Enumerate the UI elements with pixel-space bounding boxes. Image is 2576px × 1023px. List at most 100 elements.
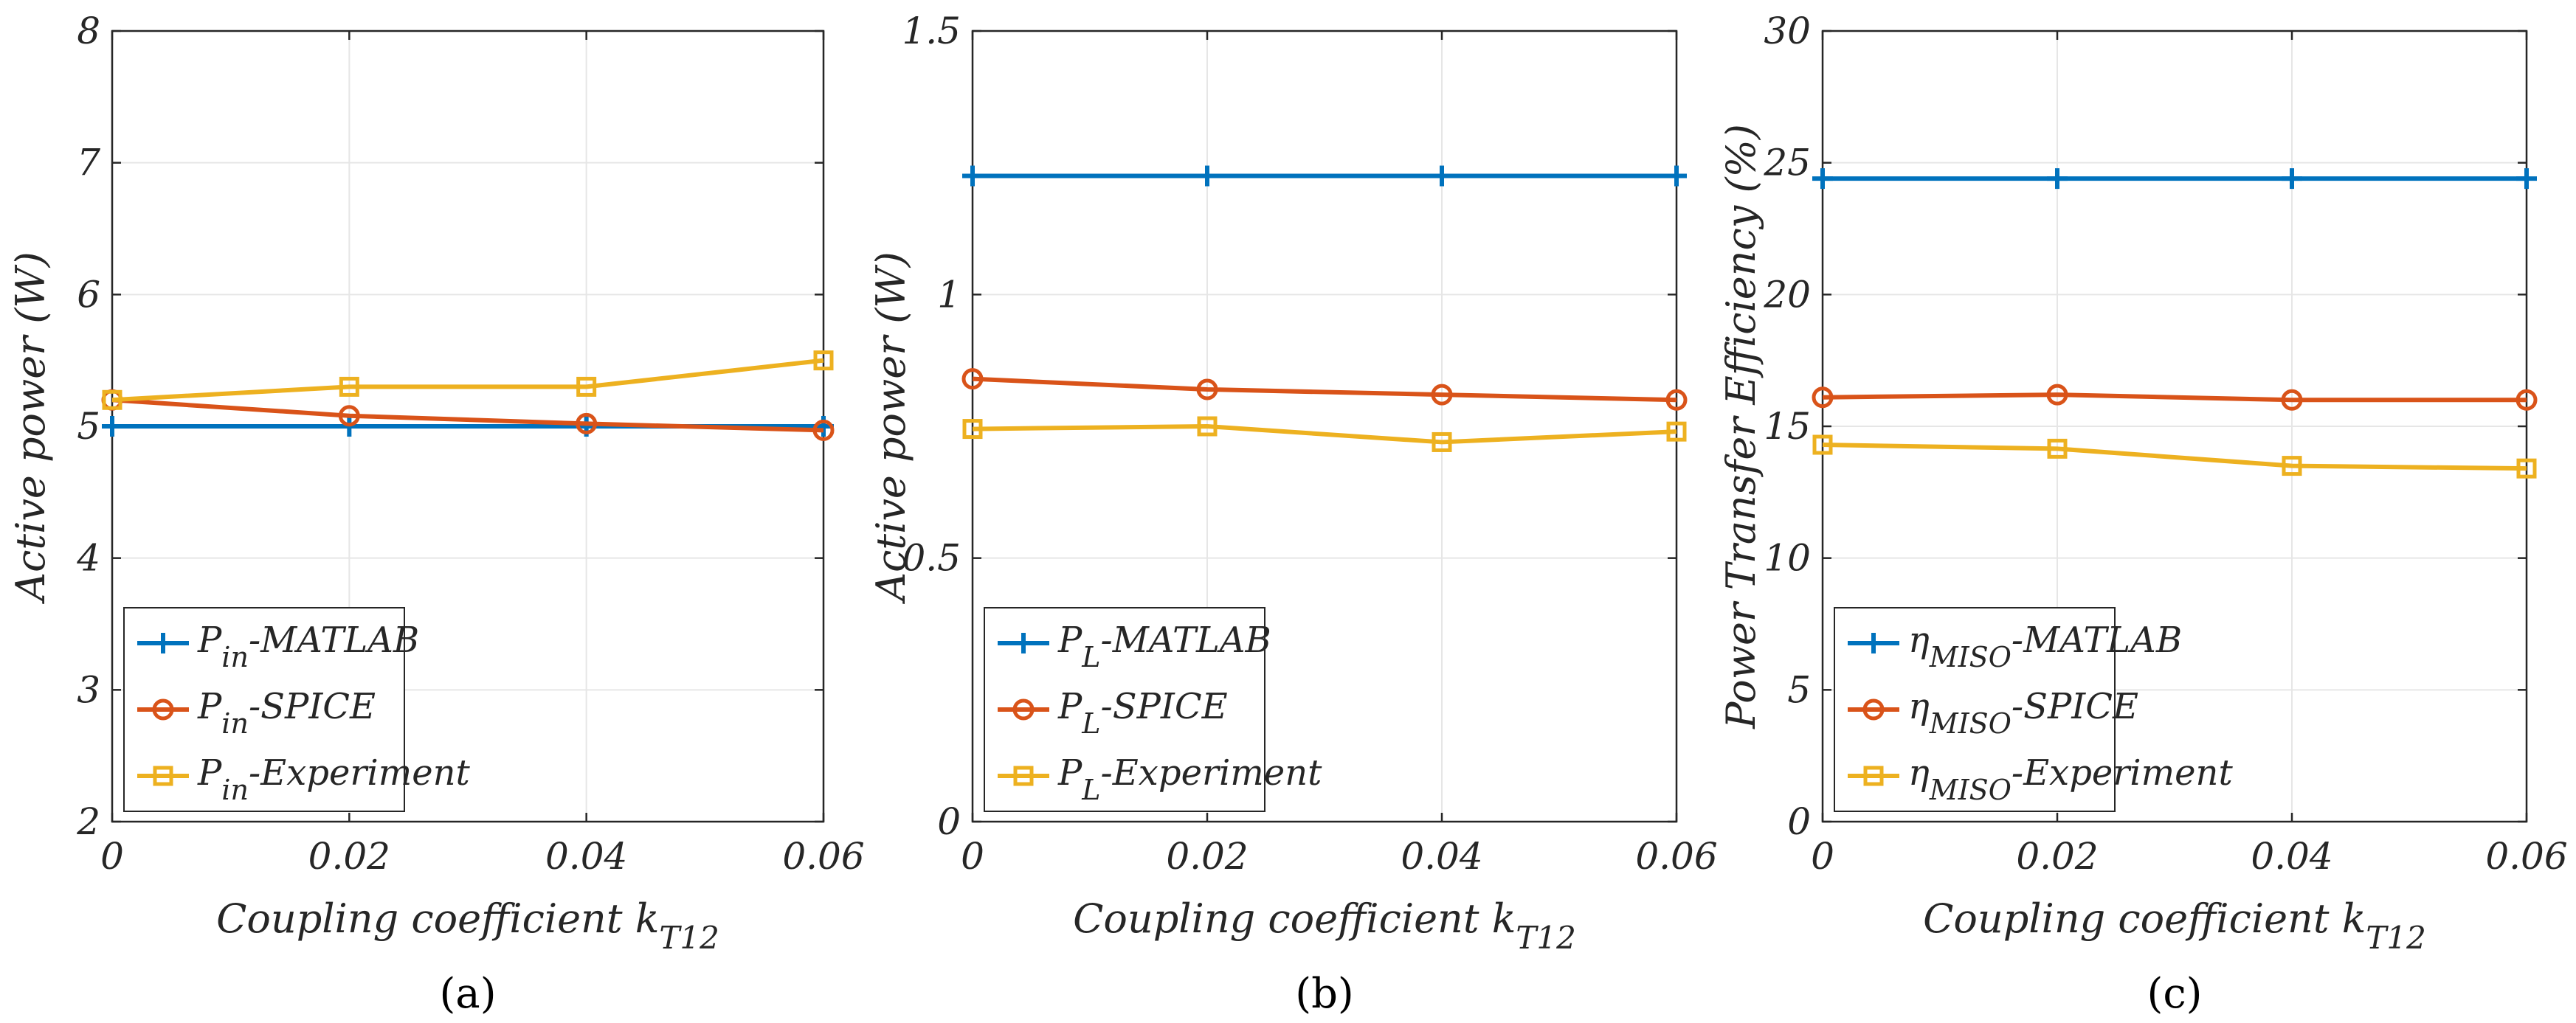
x-axis-label: Coupling coefficient kT12 xyxy=(1923,895,2426,956)
legend-entry-spice: Pin-SPICE xyxy=(197,686,376,740)
y-tick-label: 7 xyxy=(77,142,100,184)
legend-entry-spice: ηMISO-SPICE xyxy=(1908,686,2138,740)
data-point-spice xyxy=(2515,389,2538,411)
y-axis-label: Active power (W) xyxy=(868,252,914,605)
series-line-spice xyxy=(111,398,824,433)
x-tick-label: 0.04 xyxy=(1401,835,1482,878)
data-point-spice xyxy=(1196,378,1218,400)
panel-label: (b) xyxy=(1295,970,1354,1018)
data-point-experiment xyxy=(962,419,983,440)
legend-entry-sub: L xyxy=(1081,707,1100,740)
data-point-experiment xyxy=(2047,438,2068,459)
axes-box xyxy=(971,30,1678,823)
legend-entry-main: η xyxy=(1908,620,1930,661)
data-point-experiment xyxy=(339,376,359,397)
legend-entry-experiment: PL-Experiment xyxy=(1057,752,1322,806)
legend-marker-experiment xyxy=(1013,766,1034,786)
legend-entry-main: P xyxy=(197,752,222,794)
data-point-spice xyxy=(812,419,835,441)
legend-entry-suffix: -SPICE xyxy=(249,686,376,727)
legend-entry-suffix: -MATLAB xyxy=(1101,620,1271,661)
x-axis-label-main: Coupling coefficient k xyxy=(1923,895,2366,942)
x-axis-label-main: Coupling coefficient k xyxy=(1073,895,1516,942)
legend-entry-suffix: -SPICE xyxy=(2012,686,2138,727)
legend-entry-matlab: Pin-MATLAB xyxy=(197,620,419,673)
legend-entry-sub: L xyxy=(1081,774,1100,806)
y-tick-label: 8 xyxy=(77,10,100,52)
x-axis-label-sub: T12 xyxy=(659,920,719,956)
legend-entry-suffix: -MATLAB xyxy=(249,620,419,661)
legend-entry-suffix: -Experiment xyxy=(2012,752,2234,794)
legend-entry-sub: MISO xyxy=(1929,641,2012,673)
data-point-experiment xyxy=(576,376,597,397)
legend-marker-spice xyxy=(152,698,174,721)
panel-label: (a) xyxy=(439,970,496,1018)
x-tick-label: 0.02 xyxy=(308,835,390,878)
legend-entry-matlab: ηMISO-MATLAB xyxy=(1908,620,2182,673)
x-tick-label: 0 xyxy=(961,835,984,878)
x-tick-label: 0.06 xyxy=(782,835,864,878)
y-tick-label: 25 xyxy=(1763,142,1811,184)
y-tick-label: 5 xyxy=(1787,668,1811,711)
legend-marker-spice xyxy=(1862,698,1885,721)
y-tick-label: 4 xyxy=(76,537,100,580)
legend-entry-sub: MISO xyxy=(1929,774,2012,806)
x-tick-label: 0 xyxy=(1811,835,1834,878)
chart-panel-2: 00.511.50 0.02 0.04 0.06PL-MATLABPL-SPICEPL… xyxy=(868,10,1718,1018)
y-tick-label: 0 xyxy=(1787,800,1811,843)
y-tick-label: 3 xyxy=(77,668,100,711)
y-tick-label: 0.5 xyxy=(902,537,961,580)
legend-entry-sub: in xyxy=(221,707,249,740)
y-tick-label: 0 xyxy=(937,800,961,843)
y-tick-label: 10 xyxy=(1764,537,1811,580)
data-point-experiment xyxy=(2516,458,2537,479)
legend-marker-spice xyxy=(1012,698,1035,721)
series-line-spice xyxy=(972,376,1677,403)
legend-entry-main: η xyxy=(1908,686,1930,727)
data-point-spice xyxy=(2281,389,2303,411)
data-point-experiment xyxy=(2282,456,2302,476)
data-point-experiment xyxy=(1432,431,1452,452)
legend-entry-sub: L xyxy=(1081,641,1100,673)
legend-entry-matlab: PL-MATLAB xyxy=(1057,620,1271,673)
x-tick-label: 0.06 xyxy=(2485,835,2567,878)
x-tick-label: 0.04 xyxy=(2251,835,2332,878)
data-point-spice xyxy=(338,405,360,427)
x-tick-label: 0.06 xyxy=(1635,835,1717,878)
x-axis-label-main: Coupling coefficient k xyxy=(216,895,659,942)
legend-marker-experiment xyxy=(1863,766,1884,786)
series-line-experiment xyxy=(972,424,1677,445)
legend-marker-experiment xyxy=(153,766,173,786)
y-axis-label: Active power (W) xyxy=(7,252,54,605)
x-axis-label: Coupling coefficient kT12 xyxy=(216,895,719,956)
data-point-spice xyxy=(2046,384,2068,406)
x-tick-label: 0 xyxy=(100,835,124,878)
legend-entry-suffix: -Experiment xyxy=(1101,752,1323,794)
data-point-spice xyxy=(576,412,598,434)
data-point-spice xyxy=(1665,389,1688,411)
x-tick-label: 0.02 xyxy=(2016,835,2098,878)
legend-entry-sub: in xyxy=(221,641,249,673)
data-point-experiment xyxy=(813,350,834,371)
data-point-experiment xyxy=(102,389,122,410)
legend-entry-suffix: -Experiment xyxy=(249,752,471,794)
y-tick-label: 20 xyxy=(1763,273,1811,316)
y-tick-label: 1 xyxy=(937,273,961,316)
legend-entry-experiment: ηMISO-Experiment xyxy=(1908,752,2233,806)
legend-entry-main: η xyxy=(1908,752,1930,794)
legend-entry-experiment: Pin-Experiment xyxy=(197,752,471,806)
legend-entry-main: P xyxy=(1057,686,1082,727)
legend-entry-main: P xyxy=(1057,752,1082,794)
data-point-spice xyxy=(961,368,984,390)
y-tick-label: 15 xyxy=(1764,405,1811,448)
y-tick-label: 2 xyxy=(76,800,100,843)
legend-entry-sub: MISO xyxy=(1929,707,2012,740)
legend-entry-suffix: -SPICE xyxy=(1101,686,1228,727)
data-point-experiment xyxy=(1666,421,1687,442)
y-axis-label: Power Transfer Efficiency (%) xyxy=(1718,124,1764,729)
x-axis-label-sub: T12 xyxy=(2366,920,2425,956)
